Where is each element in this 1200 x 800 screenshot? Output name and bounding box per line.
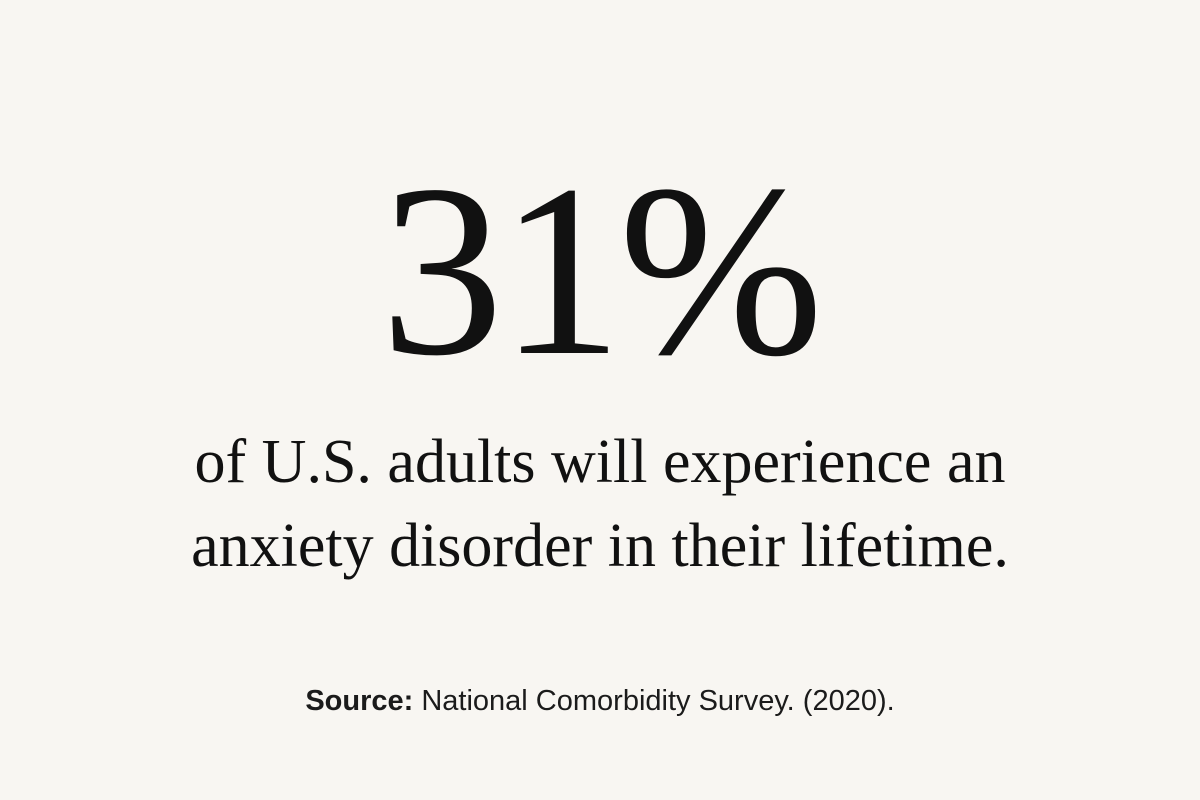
stat-description-line-2: anxiety disorder in their lifetime. (191, 512, 1009, 580)
source-label: Source: (305, 685, 414, 717)
stat-value: 31% (380, 135, 824, 407)
stat-description: of U.S. adults will experience an anxiet… (0, 420, 1200, 588)
source-citation: Source: National Comorbidity Survey. (20… (0, 683, 1200, 719)
source-text: National Comorbidity Survey. (2020). (413, 685, 895, 717)
stat-description-line-1: of U.S. adults will experience an (194, 428, 1006, 496)
